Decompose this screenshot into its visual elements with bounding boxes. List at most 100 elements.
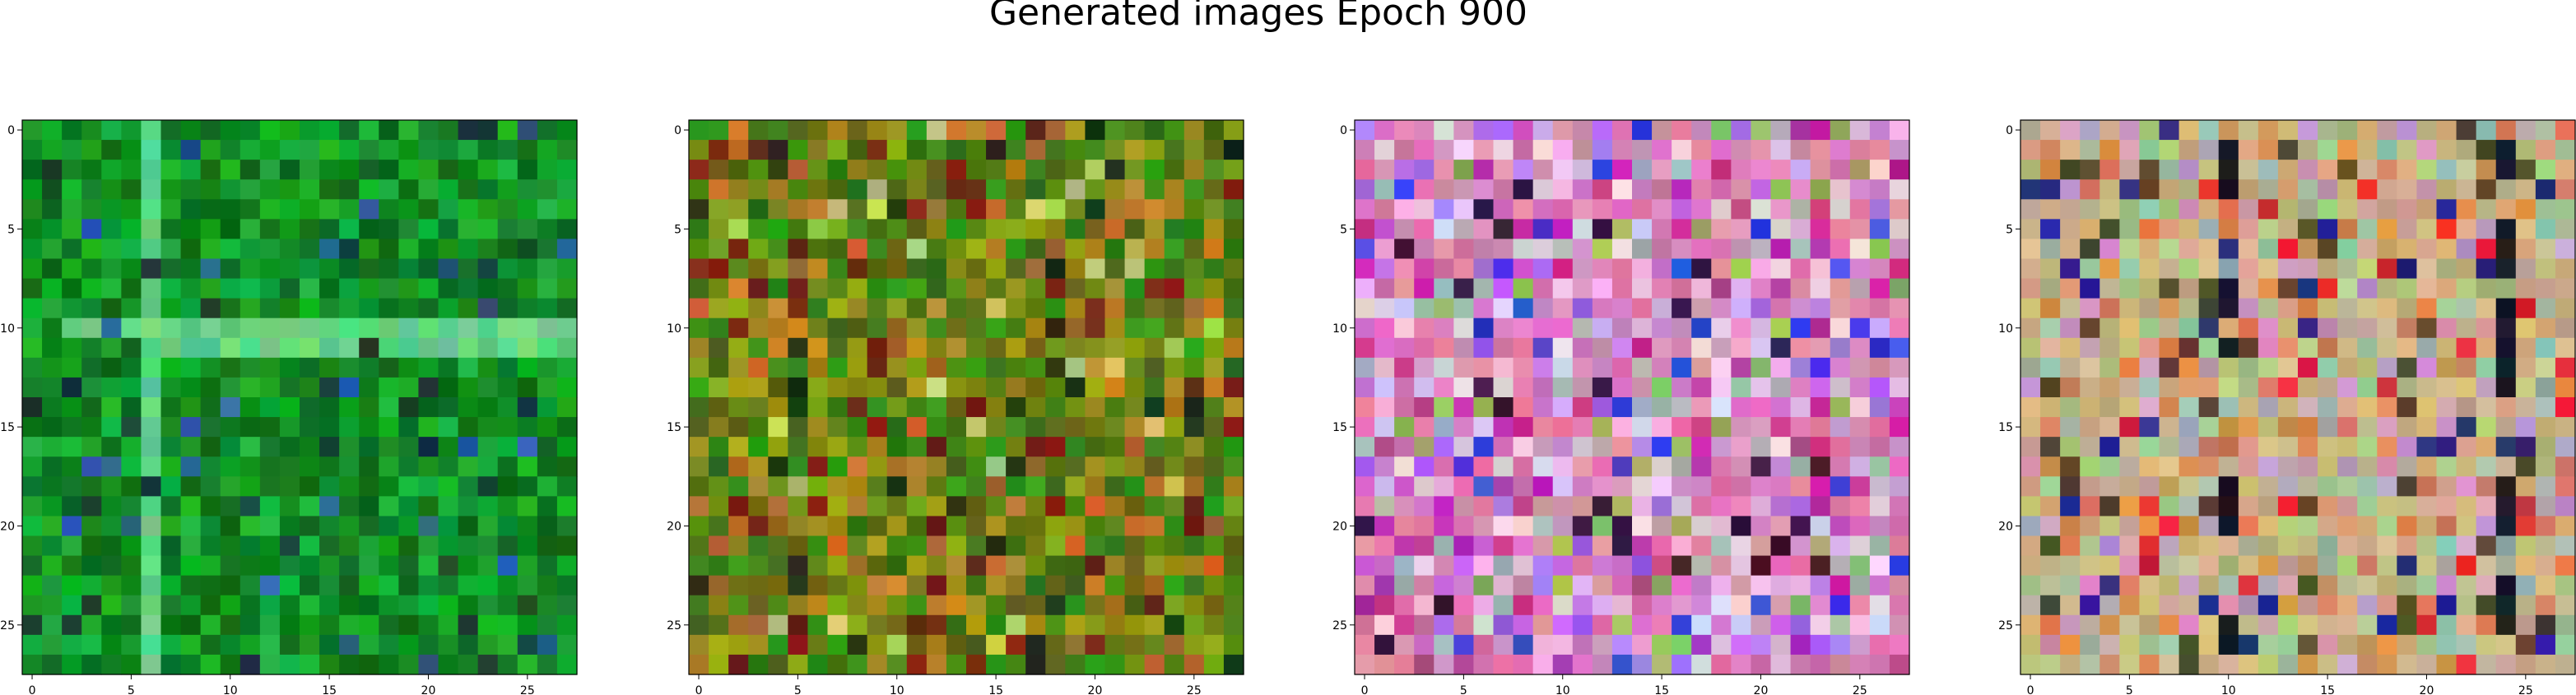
- pixel-cell: [2436, 417, 2457, 438]
- pixel-cell: [1770, 120, 1792, 141]
- pixel-cell: [2238, 397, 2259, 418]
- pixel-cell: [2139, 535, 2160, 557]
- pixel-cell: [1513, 456, 1534, 477]
- pixel-cell: [2377, 476, 2397, 497]
- pixel-cell: [1532, 120, 1554, 141]
- pixel-cell: [2416, 654, 2438, 675]
- pixel-cell: [1869, 575, 1890, 596]
- pixel-cell: [1889, 317, 1910, 339]
- pixel-cell: [1203, 555, 1225, 577]
- pixel-cell: [42, 219, 63, 240]
- pixel-cell: [2198, 397, 2220, 418]
- pixel-cell: [2416, 179, 2438, 200]
- y-tick-label: 5: [674, 223, 681, 236]
- pixel-cell: [867, 219, 888, 240]
- pixel-cell: [1124, 496, 1146, 517]
- pixel-cell: [1065, 317, 1086, 339]
- pixel-cell: [398, 140, 420, 160]
- pixel-cell: [2099, 634, 2120, 656]
- pixel-cell: [62, 654, 82, 675]
- pixel-cell: [2436, 634, 2457, 656]
- pixel-cell: [1632, 634, 1653, 656]
- pixel-cell: [2080, 337, 2100, 359]
- pixel-cell: [1711, 614, 1732, 636]
- pixel-cell: [279, 239, 300, 260]
- pixel-cell: [1453, 160, 1475, 180]
- pixel-cell: [1414, 555, 1434, 577]
- pixel-cell: [1493, 357, 1514, 378]
- pixel-cell: [728, 239, 749, 260]
- pixel-cell: [1473, 516, 1495, 537]
- pixel-cell: [1572, 595, 1593, 616]
- pixel-cell: [2020, 516, 2041, 537]
- pixel-cell: [1711, 496, 1732, 517]
- pixel-cell: [886, 654, 908, 675]
- pixel-cell: [1203, 219, 1225, 240]
- pixel-cell: [300, 160, 320, 180]
- pixel-cell: [1592, 654, 1613, 675]
- pixel-cell: [847, 179, 868, 200]
- pixel-cell: [2178, 437, 2200, 457]
- pixel-cell: [768, 634, 788, 656]
- pixel-cell: [1552, 199, 1574, 220]
- pixel-cell: [1453, 357, 1475, 378]
- pixel-cell: [788, 298, 809, 319]
- pixel-cell: [398, 317, 420, 339]
- pixel-cell: [788, 575, 809, 596]
- pixel-cell: [946, 634, 967, 656]
- pixel-cell: [2238, 258, 2259, 280]
- pixel-cell: [2080, 120, 2100, 141]
- pixel-cell: [339, 120, 360, 141]
- pixel-cell: [101, 258, 122, 280]
- pixel-cell: [1830, 337, 1851, 359]
- pixel-cell: [1434, 219, 1454, 240]
- pixel-cell: [2198, 337, 2220, 359]
- pixel-cell: [2139, 179, 2160, 200]
- y-tick-label: 25: [1998, 619, 2013, 632]
- pixel-cell: [1552, 496, 1574, 517]
- pixel-cell: [1632, 417, 1653, 438]
- pixel-cell: [1144, 614, 1165, 636]
- pixel-cell: [1045, 555, 1066, 577]
- pixel-cell: [477, 278, 499, 299]
- pixel-cell: [2020, 160, 2041, 180]
- x-tick-label: 0: [1361, 684, 1369, 695]
- pixel-cell: [517, 437, 538, 457]
- pixel-cell: [497, 258, 518, 280]
- pixel-cell: [2377, 160, 2397, 180]
- pixel-cell: [1453, 258, 1475, 280]
- pixel-cell: [1691, 239, 1712, 260]
- pixel-cell: [2416, 219, 2438, 240]
- pixel-cell: [1025, 397, 1046, 418]
- pixel-cell: [1869, 417, 1890, 438]
- pixel-cell: [2495, 239, 2517, 260]
- x-tick-label: 5: [1460, 684, 1467, 695]
- pixel-cell: [1394, 239, 1415, 260]
- pixel-cell: [1434, 298, 1454, 319]
- pixel-cell: [827, 140, 849, 160]
- pixel-cell: [477, 160, 499, 180]
- pixel-cell: [1045, 377, 1066, 398]
- pixel-cell: [62, 496, 82, 517]
- pixel-cell: [2060, 476, 2081, 497]
- pixel-cell: [2397, 179, 2418, 200]
- pixel-cell: [926, 377, 947, 398]
- pixel-cell: [1374, 516, 1395, 537]
- pixel-cell: [2357, 258, 2378, 280]
- pixel-cell: [121, 199, 142, 220]
- pixel-cell: [2060, 516, 2081, 537]
- pixel-cell: [2515, 555, 2536, 577]
- pixel-cell: [906, 575, 928, 596]
- pixel-cell: [2535, 496, 2556, 517]
- pixel-cell: [926, 516, 947, 537]
- pixel-cell: [160, 614, 182, 636]
- pixel-cell: [1751, 278, 1772, 299]
- pixel-cell: [788, 535, 809, 557]
- pixel-cell: [1611, 437, 1633, 457]
- pixel-cell: [1065, 357, 1086, 378]
- pixel-cell: [359, 219, 379, 240]
- pixel-cell: [101, 614, 122, 636]
- pixel-cell: [2318, 654, 2338, 675]
- pixel-cell: [2277, 496, 2299, 517]
